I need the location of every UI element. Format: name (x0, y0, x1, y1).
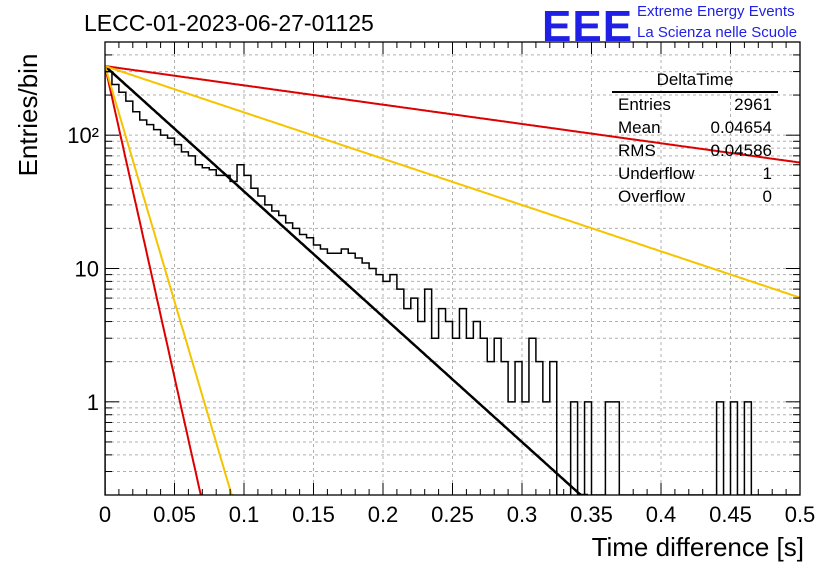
x-tick-label: 0.1 (229, 502, 260, 527)
stats-row-rms: RMS 0.04586 (612, 139, 778, 162)
fit-curve-1 (105, 65, 800, 164)
stats-value: 2961 (734, 95, 772, 114)
y-tick-label: 10 (75, 257, 99, 282)
stats-row-underflow: Underflow 1 (612, 162, 778, 185)
fit-curve-0 (105, 65, 588, 495)
stats-value: 0 (762, 187, 772, 206)
stats-value: 1 (762, 164, 772, 183)
logo-line-1: Extreme Energy Events (637, 3, 795, 20)
fit-curve-4 (105, 65, 234, 495)
stats-label: Underflow (618, 164, 695, 183)
x-tick-label: 0.2 (368, 502, 399, 527)
stats-label: RMS (618, 141, 656, 160)
stats-label: Mean (618, 118, 661, 137)
x-tick-label: 0.05 (153, 502, 196, 527)
x-tick-label: 0 (99, 502, 111, 527)
eee-logo: EEE (542, 2, 634, 51)
chart-title: LECC-01-2023-06-27-01125 (84, 10, 374, 36)
x-tick-label: 0.35 (570, 502, 613, 527)
y-tick-label: 10² (67, 123, 99, 148)
stats-row-mean: Mean 0.04654 (612, 116, 778, 139)
stats-value: 0.04586 (710, 141, 772, 160)
y-axis-label: Entries/bin (13, 53, 43, 177)
fit-curve-3 (105, 65, 203, 495)
stats-label: Overflow (618, 187, 686, 206)
x-tick-label: 0.15 (292, 502, 335, 527)
x-axis-label: Time difference [s] (591, 532, 804, 562)
y-tick-label: 1 (87, 390, 99, 415)
stats-label: Entries (618, 95, 671, 114)
stats-box-title: DeltaTime (612, 70, 778, 93)
x-tick-label: 0.25 (431, 502, 474, 527)
x-tick-label: 0.3 (507, 502, 538, 527)
x-tick-label: 0.4 (646, 502, 677, 527)
fit-curve-2 (105, 65, 800, 299)
logo-line-2: La Scienza nelle Scuole (637, 24, 798, 41)
stats-value: 0.04654 (710, 118, 772, 137)
stats-row-overflow: Overflow 0 (612, 185, 778, 208)
x-tick-label: 0.5 (785, 502, 816, 527)
stats-row-entries: Entries 2961 (612, 93, 778, 116)
x-tick-label: 0.45 (709, 502, 752, 527)
stats-box: DeltaTime Entries 2961 Mean 0.04654 RMS 0.0… (612, 70, 778, 208)
fit-curves (105, 65, 800, 495)
histogram-bars (105, 70, 800, 495)
